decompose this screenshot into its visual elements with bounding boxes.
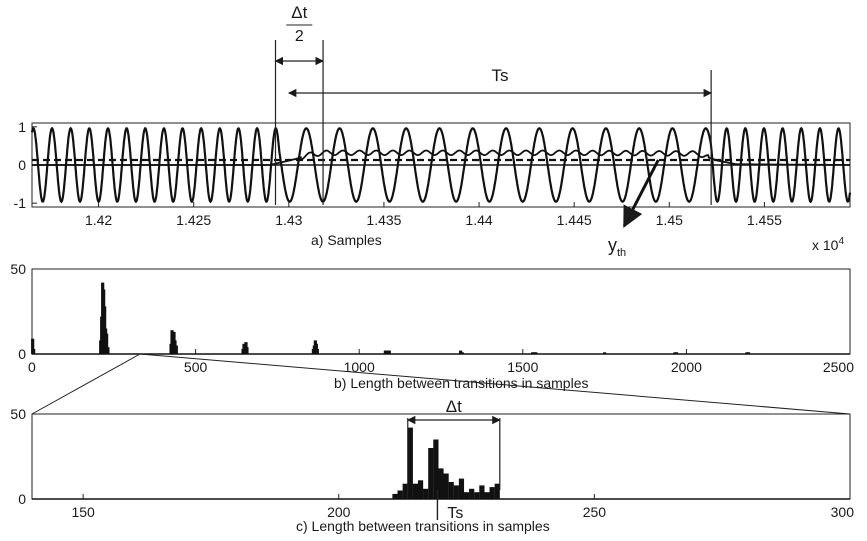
histogram-bar (674, 352, 679, 354)
x-tick-label: 250 (583, 504, 607, 520)
histogram-bar (387, 350, 391, 354)
x-tick-label: 1000 (344, 359, 375, 375)
x-tick-label: 1.45 (656, 212, 683, 228)
panel-c-yticks: 0 50 (10, 406, 37, 507)
histogram-bar (412, 483, 419, 499)
x-tick-label: 1.43 (275, 212, 302, 228)
y-threshold-label: yth (608, 235, 626, 259)
panel-c-caption: c) Length between transitions in samples (296, 518, 550, 534)
histogram-bar (417, 480, 424, 499)
y-tick-label: -1 (14, 195, 27, 211)
histogram-bar (31, 338, 35, 354)
x-tick-label: 1500 (507, 359, 538, 375)
histogram-bar (531, 352, 535, 354)
panel-c-annotations: Δt Ts (406, 397, 501, 522)
zoom-line-left (31, 353, 141, 415)
histogram-bar (32, 348, 36, 354)
panel-a-multiplier: x 104 (812, 236, 844, 253)
x-tick-label: 1.425 (176, 212, 211, 228)
panel-c-xticks: 150 200 250 300 (71, 494, 854, 520)
histogram-bar (315, 348, 319, 354)
panel-b-frame (31, 268, 851, 355)
panel-a-plot (30, 126, 852, 204)
histogram-bar (433, 439, 439, 499)
x-tick-label: 1.42 (85, 212, 112, 228)
histogram-bar (443, 473, 449, 499)
histogram-bar (469, 488, 475, 499)
histogram-bar (484, 492, 490, 499)
zoom-line-right (139, 353, 851, 415)
y-tick-label: 0 (18, 157, 26, 173)
y-tick-label: 0 (18, 491, 26, 507)
histogram-bar (402, 483, 408, 499)
x-tick-label: 300 (831, 504, 855, 520)
histogram-bar (745, 352, 749, 354)
delta-t-half-numerator: Δt (291, 3, 307, 22)
x-tick-label: 1.435 (366, 212, 401, 228)
histogram-bar (532, 352, 536, 354)
x-tick-label: 150 (71, 504, 95, 520)
histogram-bar (474, 492, 480, 499)
histogram-bar (407, 427, 413, 499)
histogram-bar (397, 490, 403, 499)
panel-a-caption: a) Samples (311, 232, 382, 248)
x-tick-label: 0 (28, 359, 36, 375)
histogram-bar (460, 352, 464, 354)
panel-b: 050 0 500 1000 1500 2000 2500 b) Length betwe… (10, 261, 854, 391)
delta-t-label: Δt (446, 397, 462, 416)
panel-c: 0 50 150 200 250 300 c) Length between trans… (10, 397, 854, 534)
histogram-bar (479, 485, 485, 499)
ts-c-label: Ts (447, 505, 463, 522)
envelope-line (32, 149, 850, 166)
x-tick-label: 1.445 (557, 212, 592, 228)
x-tick-label: 1.455 (747, 212, 782, 228)
histogram-bar (603, 352, 607, 354)
histogram-bar (174, 345, 178, 354)
y-threshold-arrow (622, 159, 660, 228)
panel-b-bars (31, 282, 850, 355)
panel-a: -1 0 1 1.42 1.425 1.43 1.435 1.44 1.445 1.45 1.45… (14, 3, 852, 259)
histogram-bar (673, 352, 677, 354)
histogram-bar (534, 352, 538, 354)
panel-c-bars (32, 427, 850, 500)
histogram-bar (453, 485, 459, 499)
y-tick-label: 50 (10, 406, 26, 422)
zoom-connector (31, 353, 851, 415)
signal-wave (30, 126, 852, 204)
histogram-bar (459, 350, 463, 354)
histogram-bar (494, 483, 500, 499)
histogram-bar (392, 493, 398, 499)
histogram-bar (489, 487, 495, 499)
histogram-bar (105, 333, 109, 354)
histogram-bar (463, 492, 470, 499)
x-tick-label: 2500 (823, 359, 854, 375)
y-tick-label: 50 (10, 261, 26, 277)
x-tick-label: 2000 (671, 359, 702, 375)
ts-label: Ts (491, 66, 508, 85)
panel-b-xticks: 0 500 1000 1500 2000 2500 (28, 349, 854, 375)
panel-a-annotations: Δt 2 Ts yth (274, 3, 712, 259)
delta-t-half-denominator: 2 (295, 28, 304, 45)
y-tick-label: 0 (18, 346, 26, 362)
x-tick-label: 500 (184, 359, 208, 375)
x-tick-label: 1.44 (465, 212, 492, 228)
histogram-bar (438, 468, 444, 499)
histogram-bar (428, 448, 434, 499)
x-tick-label: 200 (327, 504, 351, 520)
histogram-bar (245, 347, 249, 354)
histogram-bar (423, 488, 429, 499)
histogram-bar (106, 347, 110, 354)
histogram-bar (746, 352, 751, 354)
y-tick-label: 1 (18, 119, 26, 135)
panel-a-xticks: 1.42 1.425 1.43 1.435 1.44 1.445 1.45 1.455 (85, 202, 782, 228)
histogram-bar (448, 482, 454, 499)
histogram-bar (458, 478, 465, 499)
